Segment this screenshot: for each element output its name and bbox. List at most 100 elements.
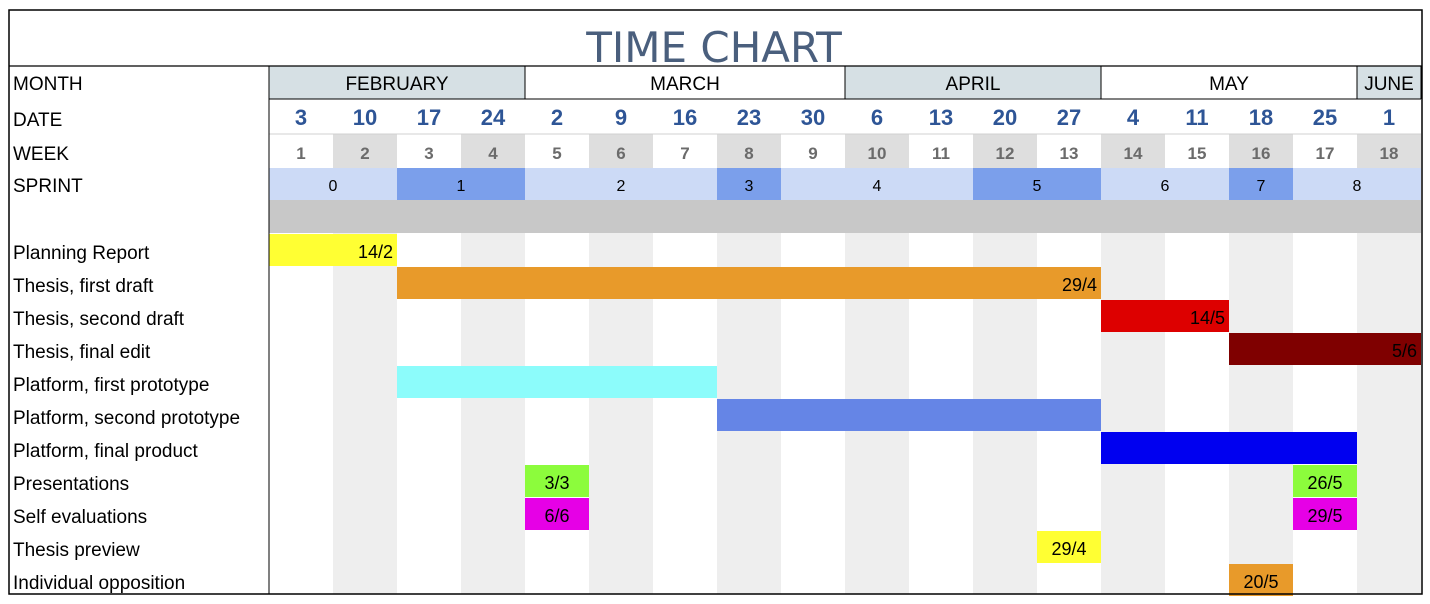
task-name: Planning Report: [13, 243, 150, 264]
task-name: Self evaluations: [13, 507, 147, 528]
row-label-sprint: SPRINT: [13, 176, 83, 197]
task-bar-label: 5/6: [1392, 341, 1417, 361]
sprint-cell: [269, 168, 397, 200]
task-bar: [397, 267, 1101, 299]
date-label: 27: [1057, 105, 1081, 130]
task-name: Thesis, second draft: [13, 309, 185, 330]
date-label: 20: [993, 105, 1017, 130]
week-stripe: [1101, 233, 1165, 594]
week-label: 3: [424, 144, 433, 163]
task-bar: [717, 399, 1101, 431]
task-bar-label: 14/2: [358, 242, 393, 262]
week-cell: [973, 134, 1037, 168]
week-cell: [589, 134, 653, 168]
sprint-label: 6: [1161, 178, 1170, 195]
week-label: 13: [1060, 144, 1079, 163]
week-label: 2: [360, 144, 369, 163]
task-bar: [1101, 300, 1229, 332]
task-bar: [397, 366, 717, 398]
task-name: Thesis preview: [13, 540, 140, 561]
sprint-label: 0: [329, 178, 338, 195]
week-label: 10: [868, 144, 887, 163]
week-label: 5: [552, 144, 561, 163]
sprint-label: 5: [1033, 178, 1042, 195]
date-label: 25: [1313, 105, 1337, 130]
task-bar: [1101, 432, 1357, 464]
task-bar-label: 29/4: [1051, 539, 1086, 559]
task-bar: [1229, 564, 1293, 596]
week-label: 11: [932, 144, 950, 163]
week-label: 1: [296, 144, 305, 163]
task-bar-label: 29/4: [1062, 275, 1097, 295]
row-label-date: DATE: [13, 110, 62, 131]
week-cell: [461, 134, 525, 168]
month-cell: [1357, 66, 1421, 99]
date-label: 2: [551, 105, 563, 130]
month-label: APRIL: [946, 74, 1001, 95]
month-label: JUNE: [1364, 74, 1414, 95]
week-cell: [333, 134, 397, 168]
row-label-month: MONTH: [13, 74, 83, 95]
sprint-cell: [1229, 168, 1293, 200]
sprint-label: 2: [617, 178, 626, 195]
week-label: 14: [1124, 144, 1143, 163]
outer-border: [8, 9, 1423, 595]
sprint-label: 7: [1257, 178, 1266, 195]
grid-lines: [8, 9, 1423, 595]
sprint-cell: [781, 168, 973, 200]
week-label: 9: [808, 144, 817, 163]
sprint-cell: [1101, 168, 1229, 200]
week-stripe: [1229, 233, 1293, 594]
week-cell: [1357, 134, 1421, 168]
month-label: MARCH: [650, 74, 720, 95]
week-label: 4: [488, 144, 498, 163]
task-name: Platform, second prototype: [13, 408, 240, 429]
task-name: Thesis, first draft: [13, 276, 154, 297]
date-label: 16: [673, 105, 697, 130]
date-label: 24: [481, 105, 506, 130]
task-name: Presentations: [13, 474, 129, 495]
task-bar: [1229, 333, 1421, 365]
week-label: 12: [996, 144, 1015, 163]
date-label: 10: [353, 105, 377, 130]
task-bar: [525, 498, 589, 530]
week-label: 17: [1316, 144, 1335, 163]
task-bar-label: 3/3: [544, 473, 569, 493]
week-cell: [1229, 134, 1293, 168]
date-label: 30: [801, 105, 825, 130]
row-label-week: WEEK: [13, 144, 69, 165]
month-cell: [269, 66, 525, 99]
week-label: 15: [1188, 144, 1207, 163]
week-label: 16: [1252, 144, 1271, 163]
fill-layer: [269, 66, 1421, 596]
sprint-cell: [397, 168, 525, 200]
task-name: Individual opposition: [13, 573, 185, 594]
week-cell: [1101, 134, 1165, 168]
sprint-cell: [973, 168, 1101, 200]
week-label: 8: [744, 144, 753, 163]
sprint-label: 8: [1353, 178, 1362, 195]
separator-row: [269, 200, 1421, 233]
task-name: Platform, final product: [13, 441, 199, 462]
task-bar: [1293, 498, 1357, 530]
date-label: 1: [1383, 105, 1395, 130]
task-bar-label: 14/5: [1190, 308, 1225, 328]
sprint-cell: [1293, 168, 1421, 200]
date-label: 17: [417, 105, 441, 130]
sprint-label: 3: [745, 178, 754, 195]
week-cell: [717, 134, 781, 168]
week-label: 7: [680, 144, 689, 163]
sprint-label: 1: [457, 178, 466, 195]
task-bar: [1037, 531, 1101, 563]
date-label: 18: [1249, 105, 1273, 130]
sprint-label: 4: [873, 178, 882, 195]
sprint-cell: [525, 168, 717, 200]
task-bar: [1293, 465, 1357, 497]
task-name: Platform, first prototype: [13, 375, 209, 396]
task-bar-label: 29/5: [1307, 506, 1342, 526]
month-label: MAY: [1209, 74, 1249, 95]
week-stripe: [333, 233, 397, 594]
chart-title: TIME CHART: [585, 23, 842, 72]
month-label: FEBRUARY: [345, 74, 448, 95]
date-label: 11: [1185, 105, 1208, 130]
